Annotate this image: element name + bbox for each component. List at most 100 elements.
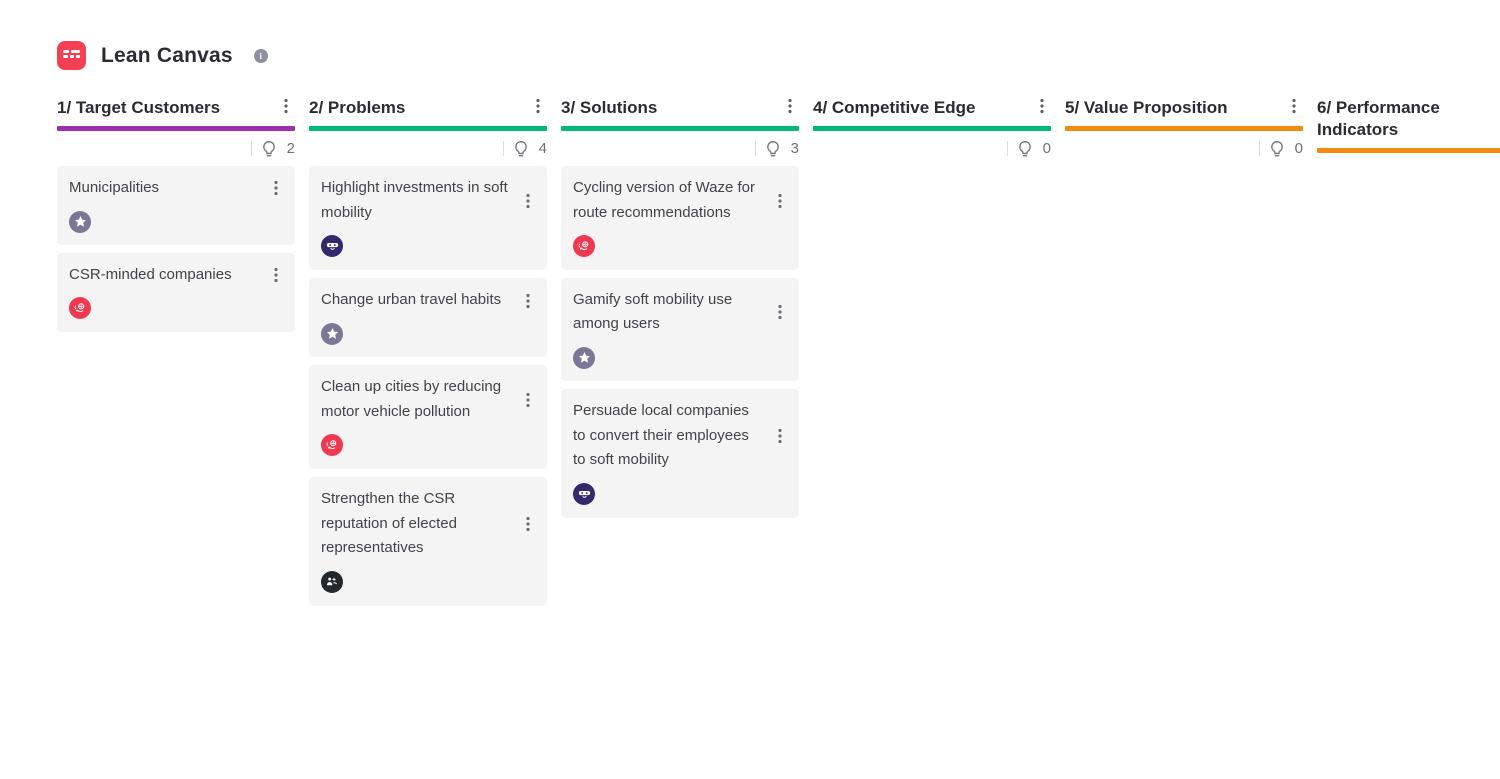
mask-badge-icon <box>573 482 595 505</box>
kebab-menu-icon[interactable] <box>519 192 537 210</box>
column-header: 3/ Solutions <box>561 97 799 119</box>
column-title: 4/ Competitive Edge <box>813 98 976 117</box>
column-header: 5/ Value Proposition <box>1065 97 1303 119</box>
lightbulb-icon <box>765 140 781 157</box>
counter-divider <box>1259 140 1260 156</box>
kebab-menu-icon[interactable] <box>267 266 285 284</box>
card-title: Change urban travel habits <box>321 291 502 309</box>
idea-count: 3 <box>790 139 799 157</box>
card[interactable]: Municipalities <box>57 166 295 246</box>
kebab-menu-icon[interactable] <box>267 179 285 197</box>
card-title: Highlight investments in soft mobility <box>321 179 508 221</box>
kebab-menu-icon[interactable] <box>781 97 799 115</box>
column-title: 3/ Solutions <box>561 98 658 117</box>
lightbulb-icon <box>513 140 529 157</box>
column-idea-counter: 0 <box>1065 138 1303 158</box>
card-top: Change urban travel habits <box>321 288 537 312</box>
counter-divider <box>503 140 504 156</box>
card-list: Highlight investments in soft mobility Ch… <box>309 166 547 606</box>
card-top: Strengthen the CSR reputation of elected… <box>321 487 537 560</box>
column-1-target-customers: 1/ Target Customers 2 Municipalities CSR-mi… <box>57 97 295 333</box>
lightbulb-icon <box>1269 140 1285 157</box>
column-accent-bar <box>57 126 295 132</box>
idea-count: 4 <box>538 139 547 157</box>
page-title: Lean Canvas <box>101 43 233 67</box>
column-idea-counter: 2 <box>57 138 295 158</box>
kebab-menu-icon[interactable] <box>277 97 295 115</box>
column-accent-bar <box>1317 148 1500 154</box>
column-accent-bar <box>561 126 799 132</box>
column-title: 1/ Target Customers <box>57 98 221 117</box>
card[interactable]: Cycling version of Waze for route recomm… <box>561 166 799 270</box>
column-header: 1/ Target Customers <box>57 97 295 119</box>
counter-divider <box>251 140 252 156</box>
counter-divider <box>755 140 756 156</box>
kebab-menu-icon[interactable] <box>519 292 537 310</box>
column-title: 6/ Performance Indicators <box>1317 98 1440 140</box>
info-circle-icon[interactable]: i <box>253 48 268 63</box>
column-header: 4/ Competitive Edge <box>813 97 1051 119</box>
kebab-menu-icon[interactable] <box>771 303 789 321</box>
community-badge-icon <box>573 234 595 257</box>
kebab-menu-icon[interactable] <box>519 515 537 533</box>
column-2-problems: 2/ Problems 4 Highlight investments in sof… <box>309 97 547 606</box>
idea-count: 0 <box>1294 139 1303 157</box>
column-idea-counter: 0 <box>813 138 1051 158</box>
card-title: Cycling version of Waze for route recomm… <box>573 179 756 221</box>
star-badge-icon <box>69 210 91 233</box>
column-5-value-proposition: 5/ Value Proposition 0 <box>1065 97 1303 166</box>
card-top: Municipalities <box>69 176 285 200</box>
column-accent-bar <box>1065 126 1303 132</box>
kebab-menu-icon[interactable] <box>1033 97 1051 115</box>
idea-count: 2 <box>286 139 295 157</box>
board: 1/ Target Customers 2 Municipalities CSR-mi… <box>57 97 1500 606</box>
app-header: Lean Canvas i <box>57 41 1500 70</box>
community-badge-icon <box>69 297 91 320</box>
column-header: 2/ Problems <box>309 97 547 119</box>
card[interactable]: Strengthen the CSR reputation of elected… <box>309 477 547 606</box>
card-title: Clean up cities by reducing motor vehicl… <box>321 378 502 420</box>
kebab-menu-icon[interactable] <box>519 391 537 409</box>
kebab-menu-icon[interactable] <box>1285 97 1303 115</box>
column-6-performance-indicators: 6/ Performance Indicators <box>1317 97 1500 161</box>
card[interactable]: Change urban travel habits <box>309 278 547 358</box>
card[interactable]: Clean up cities by reducing motor vehicl… <box>309 365 547 470</box>
column-title: 5/ Value Proposition <box>1065 98 1228 117</box>
lean-canvas-board-icon <box>57 41 86 70</box>
card-top: Gamify soft mobility use among users <box>573 288 789 337</box>
column-accent-bar <box>813 126 1051 132</box>
column-accent-bar <box>309 126 547 132</box>
column-4-competitive-edge: 4/ Competitive Edge 0 <box>813 97 1051 166</box>
star-badge-icon <box>573 346 595 369</box>
card-title: Strengthen the CSR reputation of elected… <box>321 490 457 557</box>
kebab-menu-icon[interactable] <box>529 97 547 115</box>
community-badge-icon <box>321 434 343 457</box>
card-title: Persuade local companies to convert thei… <box>573 402 749 469</box>
card-title: Gamify soft mobility use among users <box>573 290 733 333</box>
column-idea-counter: 3 <box>561 138 799 158</box>
idea-count: 0 <box>1042 139 1051 157</box>
card-top: CSR-minded companies <box>69 263 285 287</box>
card-title: CSR-minded companies <box>69 266 232 284</box>
card[interactable]: Persuade local companies to convert thei… <box>561 389 799 519</box>
kebab-menu-icon[interactable] <box>771 427 789 445</box>
column-idea-counter: 4 <box>309 138 547 158</box>
card-top: Highlight investments in soft mobility <box>321 176 537 225</box>
column-3-solutions: 3/ Solutions 3 Cycling version of Waze for… <box>561 97 799 519</box>
group-badge-icon <box>321 570 343 593</box>
counter-divider <box>1007 140 1008 156</box>
card-top: Cycling version of Waze for route recomm… <box>573 176 789 225</box>
column-header: 6/ Performance Indicators <box>1317 97 1500 141</box>
card-title: Municipalities <box>69 179 160 197</box>
card-list: Municipalities CSR-minded companies <box>57 166 295 333</box>
card[interactable]: Gamify soft mobility use among users <box>561 277 799 382</box>
card-list: Cycling version of Waze for route recomm… <box>561 166 799 519</box>
lightbulb-icon <box>261 140 277 157</box>
card-top: Clean up cities by reducing motor vehicl… <box>321 375 537 424</box>
card[interactable]: Highlight investments in soft mobility <box>309 166 547 271</box>
kebab-menu-icon[interactable] <box>771 192 789 210</box>
card[interactable]: CSR-minded companies <box>57 253 295 333</box>
mask-badge-icon <box>321 234 343 257</box>
lightbulb-icon <box>1017 140 1033 157</box>
